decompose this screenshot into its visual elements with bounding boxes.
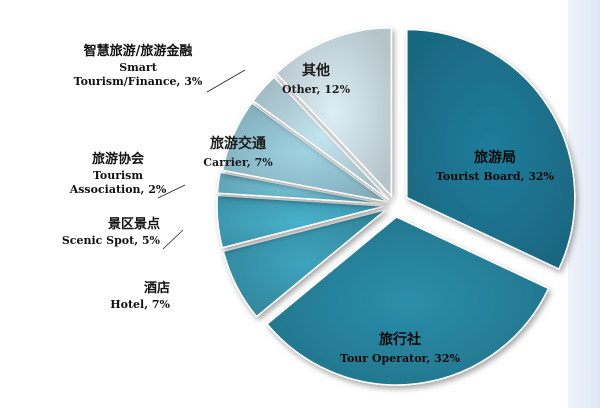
slice-label-en-other: Other, 12% — [282, 83, 351, 96]
slice-label-en-smart-tourism-finance-1: Tourism/Finance, 3% — [74, 75, 203, 88]
slice-label-en-scenic-spot-0: Scenic Spot, 5% — [62, 234, 161, 247]
slice-label-zh-tourist-board: 旅游局 — [474, 149, 516, 166]
slice-label-zh-tour-operator: 旅行社 — [379, 331, 421, 348]
slice-label-en-tourism-association-0: Tourism — [93, 169, 143, 182]
slice-label-zh-smart-tourism-finance: 智慧旅游/旅游金融 — [84, 43, 193, 59]
slice-label-en-tourism-association-1: Association, 2% — [69, 183, 167, 196]
pie-slice-carrier — [221, 102, 389, 203]
pie-slice-scenic-spot — [216, 194, 386, 249]
slice-label-zh-carrier: 旅游交通 — [210, 135, 266, 152]
slice-label-en-smart-tourism-finance-0: Smart — [119, 61, 158, 74]
slice-label-zh-hotel: 酒店 — [144, 280, 170, 296]
pie-slice-other — [275, 26, 393, 198]
slice-label-en-carrier: Carrier, 7% — [203, 156, 273, 169]
pie-slice-tour-operator — [266, 216, 550, 386]
pie-slice-hotel — [222, 208, 387, 318]
slice-label-zh-tourism-association: 旅游协会 — [92, 151, 145, 167]
leader-line-tourism-association — [157, 184, 186, 199]
pie-slice-tourism-association — [216, 171, 386, 205]
pie-slice-smart-tourism-finance — [252, 76, 390, 201]
slice-label-en-tourist-board: Tourist Board, 32% — [436, 170, 555, 183]
leader-line-smart-tourism-finance — [206, 69, 246, 93]
slice-label-zh-other: 其他 — [302, 62, 330, 79]
pie-slice-tourist-board — [406, 28, 576, 271]
leader-line-scenic-spot — [162, 229, 184, 250]
slice-label-en-tour-operator: Tour Operator, 32% — [340, 352, 460, 365]
slice-label-zh-scenic-spot: 景区景点 — [108, 216, 160, 232]
slice-label-en-hotel-0: Hotel, 7% — [110, 298, 170, 311]
